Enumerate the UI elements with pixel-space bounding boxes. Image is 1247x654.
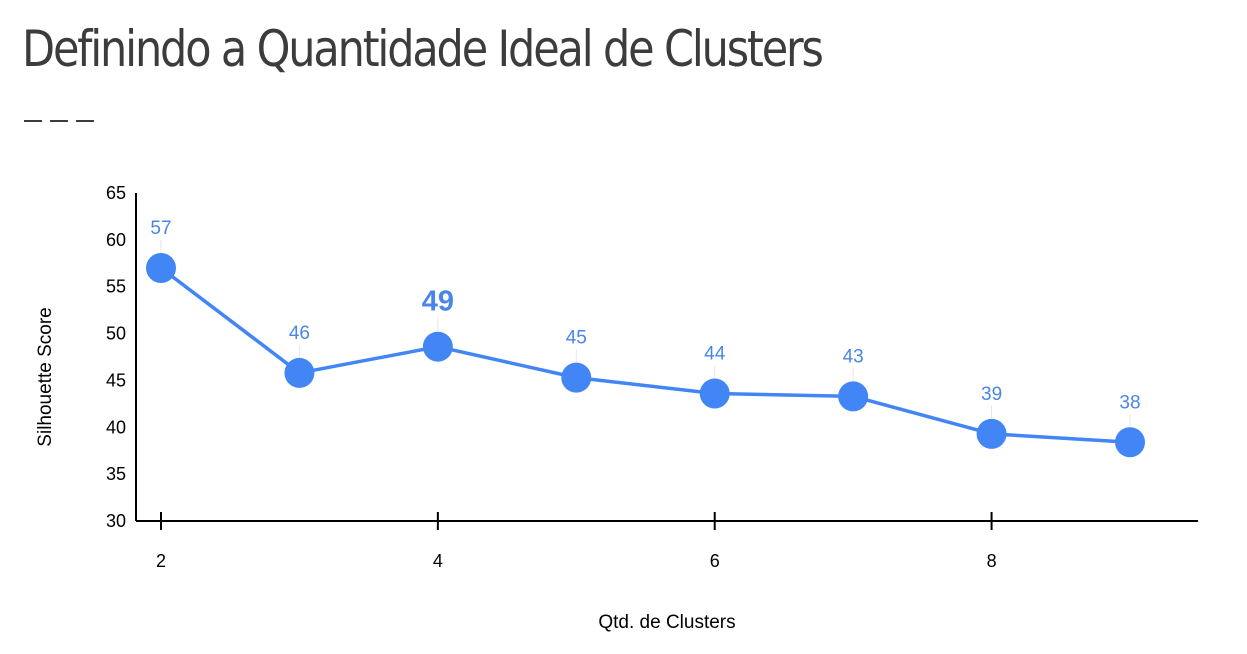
data-point xyxy=(1115,427,1145,458)
data-label: 49 xyxy=(422,286,454,318)
series-line xyxy=(159,266,1131,445)
data-label: 43 xyxy=(843,346,864,367)
data-label: 45 xyxy=(566,328,587,349)
data-point xyxy=(146,252,176,283)
page-title: Definindo a Quantidade Ideal de Clusters xyxy=(22,20,824,78)
underline-dash xyxy=(50,120,68,122)
underline-dash xyxy=(76,120,94,122)
data-point xyxy=(976,418,1007,449)
data-point xyxy=(699,378,730,409)
y-tick-label: 45 xyxy=(106,370,126,390)
y-tick-label: 65 xyxy=(106,183,126,203)
x-axis-title: Qtd. de Clusters xyxy=(598,612,735,633)
data-point xyxy=(422,331,453,362)
data-label: 46 xyxy=(289,323,310,344)
x-tick-label: 2 xyxy=(156,551,166,571)
series-line-layer xyxy=(146,252,1145,458)
data-point xyxy=(561,362,592,393)
y-tick-label: 35 xyxy=(106,464,126,484)
data-label: 57 xyxy=(150,218,171,239)
data-label: 44 xyxy=(704,344,726,365)
y-axis: 30 35 40 45 50 55 60 65 xyxy=(106,183,137,531)
y-tick-label: 40 xyxy=(106,417,126,437)
data-label: 38 xyxy=(1119,392,1140,413)
x-axis: 2 4 6 8 xyxy=(136,512,1198,571)
y-tick-label: 55 xyxy=(106,277,126,297)
x-tick-label: 4 xyxy=(433,551,443,571)
title-underline xyxy=(24,120,94,132)
y-tick-label: 50 xyxy=(106,324,126,344)
data-label-layer: 57 46 49 45 44 43 39 38 xyxy=(150,218,1141,428)
x-tick-label: 6 xyxy=(710,551,720,571)
underline-dash xyxy=(24,120,42,122)
data-point xyxy=(284,357,315,388)
x-tick-label: 8 xyxy=(987,551,997,571)
y-tick-label: 60 xyxy=(106,230,126,250)
data-point xyxy=(838,381,869,412)
data-label: 39 xyxy=(981,384,1002,405)
y-tick-label: 30 xyxy=(106,511,126,531)
y-axis-title: Silhouette Score xyxy=(35,307,56,446)
